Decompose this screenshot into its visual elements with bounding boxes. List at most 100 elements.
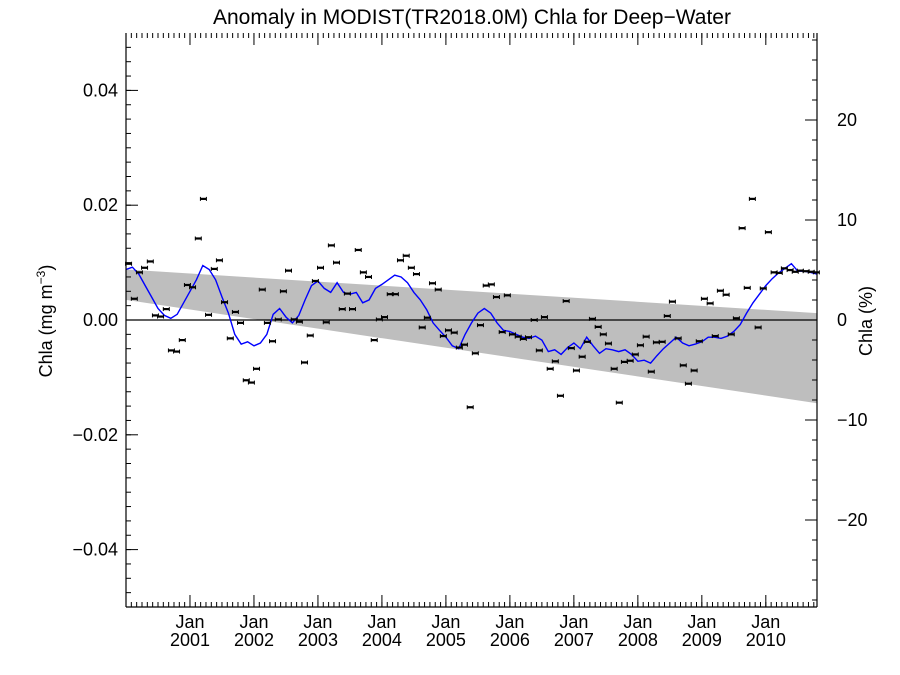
y-tick-label-right: −10 bbox=[837, 410, 868, 430]
data-point bbox=[754, 325, 762, 330]
data-point bbox=[263, 320, 271, 325]
data-point bbox=[135, 270, 143, 275]
x-tick-label-month: Jan bbox=[623, 612, 652, 632]
data-point bbox=[285, 268, 293, 273]
data-point bbox=[695, 339, 703, 344]
data-point bbox=[540, 315, 548, 320]
data-point bbox=[599, 332, 607, 337]
x-tick-label-month: Jan bbox=[303, 612, 332, 632]
x-tick-label-year: 2009 bbox=[682, 630, 722, 650]
data-point bbox=[487, 282, 495, 287]
data-point bbox=[173, 349, 181, 354]
data-point bbox=[402, 253, 410, 258]
data-point bbox=[215, 258, 223, 263]
data-point bbox=[162, 307, 170, 312]
data-point bbox=[428, 281, 436, 286]
y-axis-label-right: Chla (%) bbox=[856, 286, 876, 356]
data-point bbox=[578, 354, 586, 359]
data-point bbox=[269, 339, 277, 344]
data-point bbox=[231, 309, 239, 314]
data-point bbox=[418, 325, 426, 330]
data-point bbox=[364, 274, 372, 279]
data-point bbox=[610, 366, 618, 371]
data-point bbox=[157, 314, 165, 319]
data-point bbox=[711, 334, 719, 339]
y-tick-label-left: −0.04 bbox=[72, 540, 118, 560]
data-point bbox=[476, 323, 484, 328]
data-point bbox=[317, 265, 325, 270]
y-tick-label-left: 0.00 bbox=[83, 310, 118, 330]
y-tick-label-right: −20 bbox=[837, 510, 868, 530]
data-point bbox=[663, 313, 671, 318]
data-point bbox=[498, 330, 506, 335]
data-point bbox=[466, 405, 474, 410]
data-point bbox=[583, 339, 591, 344]
data-point bbox=[562, 299, 570, 304]
data-point bbox=[636, 343, 644, 348]
x-tick-label-month: Jan bbox=[431, 612, 460, 632]
x-tick-label-month: Jan bbox=[687, 612, 716, 632]
data-point bbox=[199, 196, 207, 201]
data-point bbox=[391, 292, 399, 297]
y-tick-label-left: 0.04 bbox=[83, 80, 118, 100]
y-tick-label-right: 20 bbox=[837, 110, 857, 130]
trend-confidence-band bbox=[126, 269, 817, 404]
data-point bbox=[455, 345, 463, 350]
data-point bbox=[370, 338, 378, 343]
y-axis-label-left-close: ) bbox=[36, 265, 56, 271]
data-point bbox=[359, 270, 367, 275]
data-point bbox=[738, 226, 746, 231]
y-tick-label-left: 0.02 bbox=[83, 195, 118, 215]
y-axis-label-left-main: Chla (mg m bbox=[36, 284, 56, 377]
data-point bbox=[503, 293, 511, 298]
data-point bbox=[460, 342, 468, 347]
data-point bbox=[567, 346, 575, 351]
data-point bbox=[626, 358, 634, 363]
data-point bbox=[247, 380, 255, 385]
y-axis-label-left-superscript: −3 bbox=[34, 270, 48, 284]
x-tick-label-year: 2007 bbox=[554, 630, 594, 650]
x-tick-label-month: Jan bbox=[559, 612, 588, 632]
data-point bbox=[226, 336, 234, 341]
data-point bbox=[588, 316, 596, 321]
data-point bbox=[221, 300, 229, 305]
data-point bbox=[775, 270, 783, 275]
data-point bbox=[471, 351, 479, 356]
x-tick-label-year: 2001 bbox=[170, 630, 210, 650]
data-point bbox=[551, 359, 559, 364]
data-point bbox=[343, 291, 351, 296]
data-point bbox=[210, 266, 218, 271]
data-point bbox=[674, 336, 682, 341]
data-point bbox=[668, 299, 676, 304]
data-point bbox=[380, 315, 388, 320]
data-point bbox=[524, 335, 532, 340]
data-point bbox=[556, 393, 564, 398]
data-point bbox=[759, 286, 767, 291]
chart-title: Anomaly in MODIST(TR2018.0M) Chla for De… bbox=[213, 6, 731, 29]
data-point bbox=[732, 316, 740, 321]
x-tick-label-year: 2002 bbox=[234, 630, 274, 650]
x-tick-label-year: 2008 bbox=[618, 630, 658, 650]
data-point bbox=[237, 320, 245, 325]
data-point bbox=[743, 285, 751, 290]
data-point bbox=[354, 247, 362, 252]
data-point bbox=[338, 307, 346, 312]
data-point bbox=[690, 368, 698, 373]
x-tick-label-month: Jan bbox=[239, 612, 268, 632]
data-point bbox=[572, 368, 580, 373]
data-point bbox=[546, 366, 554, 371]
data-point bbox=[311, 278, 319, 283]
data-point bbox=[189, 285, 197, 290]
data-point bbox=[631, 352, 639, 357]
data-point bbox=[322, 320, 330, 325]
data-point bbox=[812, 270, 820, 275]
data-point bbox=[647, 369, 655, 374]
data-point bbox=[535, 348, 543, 353]
data-point bbox=[146, 259, 154, 264]
y-axis-label-left: Chla (mg m−3) bbox=[34, 265, 56, 378]
y-tick-label-left: −0.02 bbox=[72, 425, 118, 445]
data-point bbox=[727, 332, 735, 337]
data-point bbox=[205, 312, 213, 317]
x-tick-label-month: Jan bbox=[175, 612, 204, 632]
